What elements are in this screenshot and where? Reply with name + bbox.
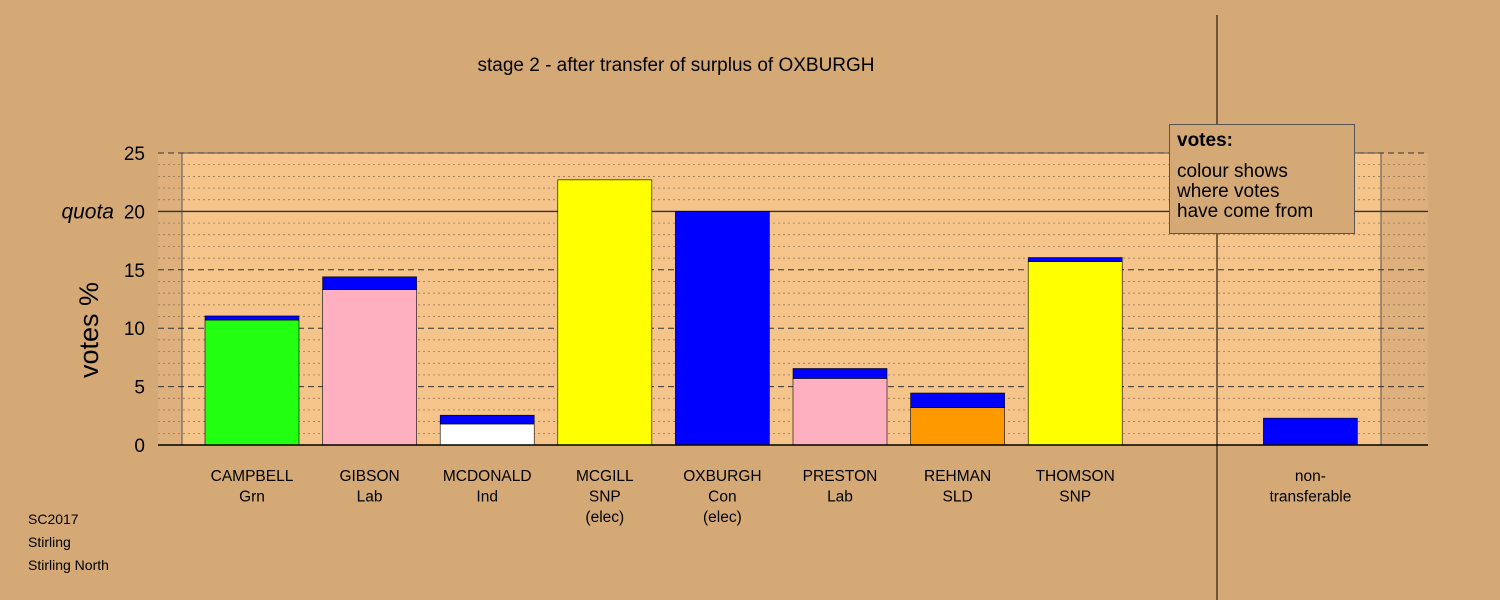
legend-line: where votes [1177,181,1280,202]
bar-segment [557,179,653,446]
x-tick-label: MCGILL [576,468,634,485]
chart-title: stage 2 - after transfer of surplus of O… [477,55,874,76]
legend-line: have come from [1177,201,1314,222]
x-tick-label: transferable [1269,489,1351,506]
legend: votes: colour shows where votes have com… [1169,124,1355,234]
y-tick-label: 25 [124,144,145,165]
y-tick-label: 20 [124,202,145,223]
x-tick-label: SNP [589,489,621,506]
x-tick-label: (elec) [585,509,624,526]
bar-segment [439,414,535,425]
x-tick-label: GIBSON [339,468,399,485]
x-tick-label: PRESTON [803,468,878,485]
legend-line: colour shows [1177,161,1288,182]
bar-segment [792,378,888,446]
y-tick-label: 15 [124,261,145,282]
y-tick-label: 10 [124,319,145,340]
bar-segment [1027,261,1123,446]
bar-segment [910,392,1005,408]
bar-segment [1027,257,1123,262]
y-tick-label: 0 [134,436,145,457]
x-tick-label: CAMPBELL [211,468,294,485]
x-tick-label: REHMAN [924,468,991,485]
footer-line: SC2017 [28,511,79,527]
footer: SC2017 Stirling Stirling North [28,508,109,577]
quota-label: quota [61,200,114,223]
bar-segment [675,211,770,446]
x-tick-label: Ind [476,489,498,506]
x-tick-label: MCDONALD [443,468,532,485]
x-tick-label: Con [708,489,736,506]
bar-segment [792,368,888,379]
legend-title: votes: [1177,130,1233,151]
bar-segment [204,315,300,321]
bar-segment [204,319,300,446]
x-tick-label: SNP [1059,489,1091,506]
x-tick-label: (elec) [703,509,742,526]
bar-segment [322,289,417,446]
bar-segment [910,407,1005,446]
bar-segment [439,423,535,446]
bar-segment [322,276,417,290]
x-tick-label: Lab [357,489,383,506]
x-tick-label: OXBURGH [683,468,761,485]
x-tick-label: THOMSON [1036,468,1115,485]
footer-line: Stirling North [28,557,109,573]
bar-segment [1263,417,1358,446]
y-tick-label: 5 [134,378,145,399]
footer-line: Stirling [28,534,71,550]
x-tick-label: Grn [239,489,265,506]
x-tick-label: Lab [827,489,853,506]
x-tick-label: non- [1295,468,1326,485]
x-tick-label: SLD [943,489,973,506]
y-axis-label: votes % [74,282,104,378]
